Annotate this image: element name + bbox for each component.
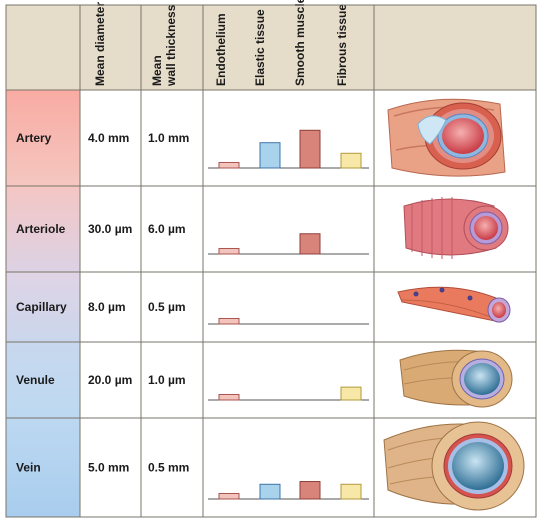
arteriole-cross-section-icon	[403, 197, 509, 259]
vessel-rows: Artery 4.0 mm 1.0 mm Arteriole 30.0 µm 6.0 µm…	[16, 129, 369, 500]
venule-cross-section-icon	[399, 349, 513, 408]
table-grid	[5, 4, 537, 518]
artery-smooth-muscle-bar	[299, 129, 321, 169]
artery-label-cell	[6, 90, 80, 186]
capillary-label: Capillary	[16, 300, 67, 314]
arteriole-endothelium-bar	[218, 247, 240, 255]
arteriole-label-cell	[6, 186, 80, 272]
vein-elastic-tissue-bar	[259, 483, 281, 500]
vein-label-cell	[6, 418, 80, 517]
venule-fibrous-tissue-bar	[340, 386, 362, 401]
artery-wall-thickness: 1.0 mm	[148, 131, 189, 145]
vein-cross-section-icon	[383, 421, 525, 511]
vein-label: Vein	[16, 461, 41, 475]
vein-smooth-muscle-bar	[299, 481, 321, 500]
capillary-label-cell	[6, 272, 80, 342]
venule-wall-thickness: 1.0 µm	[148, 373, 186, 387]
vein-wall-thickness: 0.5 mm	[148, 461, 189, 475]
header-wall-thickness-line2: wall thickness	[164, 4, 178, 87]
header-endothelium: Endothelium	[214, 13, 228, 86]
capillary-mean-diameter: 8.0 µm	[88, 300, 126, 314]
header-wall-thickness-line1: Mean	[150, 55, 164, 86]
capillary-cross-section-icon	[397, 286, 511, 323]
artery-cross-section-icon	[387, 98, 506, 177]
venule-label: Venule	[16, 373, 55, 387]
arteriole-smooth-muscle-bar	[299, 233, 321, 255]
header-smooth-muscle: Smooth muscle	[293, 0, 307, 86]
arteriole-label: Arteriole	[16, 222, 66, 236]
vein-fibrous-tissue-bar	[340, 483, 362, 500]
artery-elastic-tissue-bar	[259, 142, 281, 169]
vein-endothelium-bar	[218, 492, 240, 500]
capillary-wall-thickness: 0.5 µm	[148, 300, 186, 314]
vein-mean-diameter: 5.0 mm	[88, 461, 129, 475]
header-background	[6, 5, 536, 90]
artery-fibrous-tissue-bar	[340, 152, 362, 169]
artery-label: Artery	[16, 131, 52, 145]
arteriole-mean-diameter: 30.0 µm	[88, 222, 132, 236]
venule-endothelium-bar	[218, 393, 240, 401]
arteriole-wall-thickness: 6.0 µm	[148, 222, 186, 236]
header-mean-diameter: Mean diameter	[93, 2, 107, 86]
artery-mean-diameter: 4.0 mm	[88, 131, 129, 145]
capillary-endothelium-bar	[218, 317, 240, 325]
venule-label-cell	[6, 342, 80, 418]
artery-endothelium-bar	[218, 161, 240, 169]
header-fibrous-tissue: Fibrous tissue	[335, 4, 349, 86]
venule-mean-diameter: 20.0 µm	[88, 373, 132, 387]
header-row: Mean diameter Mean wall thickness Endoth…	[6, 0, 536, 90]
header-elastic-tissue: Elastic tissue	[253, 9, 267, 86]
